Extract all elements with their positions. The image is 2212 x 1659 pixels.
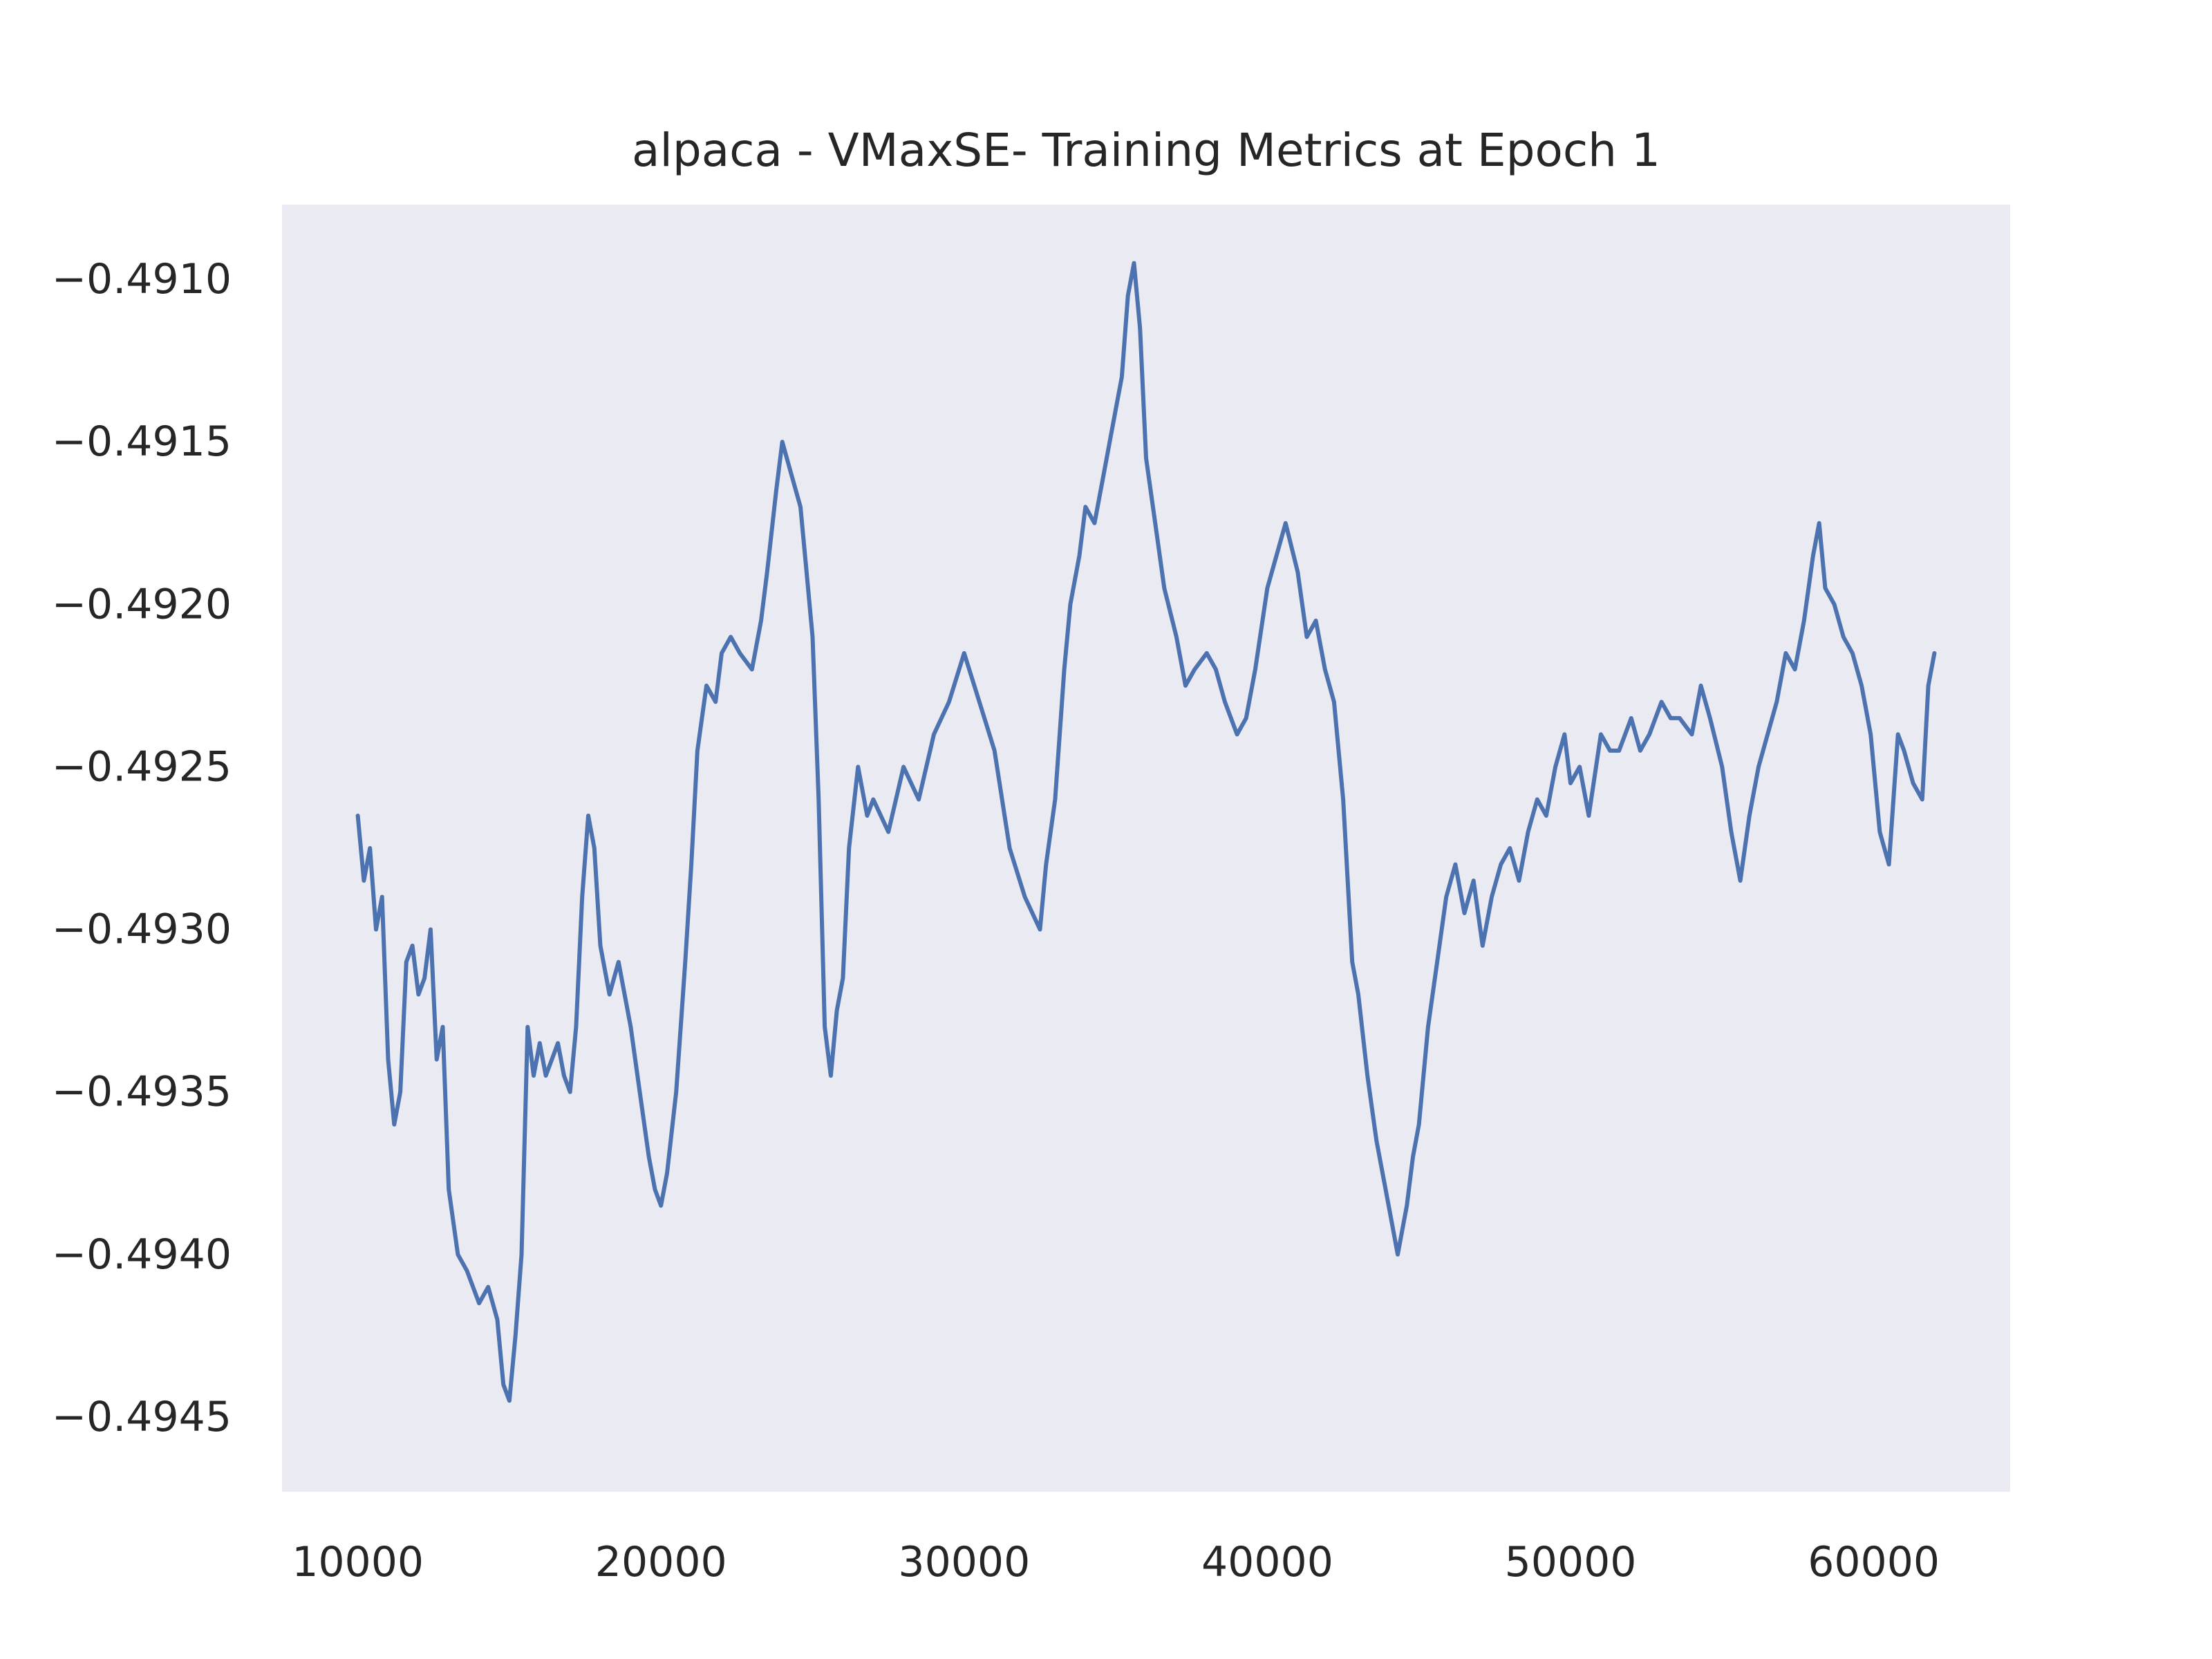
x-tick-label: 40000 [1201, 1538, 1333, 1586]
y-tick-label: −0.4935 [52, 1068, 232, 1116]
y-tick-label: −0.4940 [52, 1230, 232, 1279]
x-tick-label: 30000 [898, 1538, 1030, 1586]
x-tick-label: 60000 [1808, 1538, 1940, 1586]
x-tick-label: 50000 [1505, 1538, 1637, 1586]
y-axis-ticks: −0.4910 −0.4915 −0.4920 −0.4925 −0.4930 −0.49… [52, 255, 232, 1441]
y-tick-label: −0.4925 [52, 742, 232, 791]
y-tick-label: −0.4910 [52, 255, 232, 303]
y-tick-label: −0.4915 [52, 418, 232, 466]
x-axis-ticks: 10000 20000 30000 40000 50000 60000 [292, 1538, 1940, 1586]
series-layer [355, 261, 1937, 1403]
y-tick-label: −0.4930 [52, 906, 232, 954]
x-tick-label: 10000 [292, 1538, 424, 1586]
series-line-0 [355, 261, 1937, 1403]
y-tick-label: −0.4945 [52, 1393, 232, 1441]
x-tick-label: 20000 [595, 1538, 727, 1586]
chart-title: alpaca - VMaxSE- Training Metrics at Epo… [632, 124, 1660, 177]
y-tick-label: −0.4920 [52, 580, 232, 628]
plot-background [282, 205, 2010, 1492]
